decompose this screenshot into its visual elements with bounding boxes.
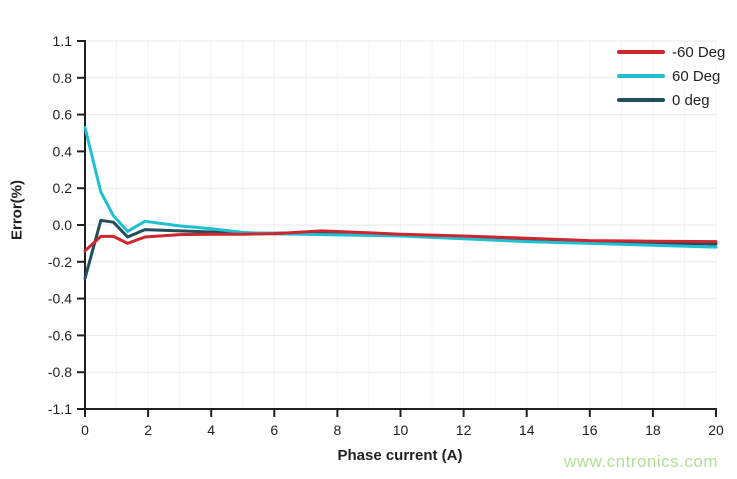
x-axis-title: Phase current (A) bbox=[337, 447, 463, 464]
legend-swatch-0-deg bbox=[617, 98, 665, 102]
y-tick-label: -0.8 bbox=[48, 364, 72, 380]
x-tick-label: 20 bbox=[708, 422, 724, 438]
y-tick-label: -0.2 bbox=[48, 254, 72, 270]
x-tick-label: 6 bbox=[270, 422, 278, 438]
y-tick-label: 0.2 bbox=[53, 180, 73, 196]
watermark: www.cntronics.com bbox=[564, 452, 718, 471]
y-axis-title: Error(%) bbox=[8, 179, 26, 241]
x-tick-label: 16 bbox=[582, 422, 598, 438]
legend-swatch-60-deg bbox=[617, 74, 665, 78]
x-tick-label: 10 bbox=[393, 422, 409, 438]
legend-label-0-deg: 0 deg bbox=[672, 91, 710, 109]
legend-item-60-deg: 60 Deg bbox=[617, 64, 725, 88]
y-tick-label: -0.6 bbox=[48, 327, 72, 343]
legend-label-60-deg: 60 Deg bbox=[672, 67, 721, 85]
legend: -60 Deg 60 Deg 0 deg bbox=[617, 40, 725, 112]
legend-label-minus-60-deg: -60 Deg bbox=[672, 43, 726, 61]
x-tick-label: 2 bbox=[144, 422, 152, 438]
x-tick-label: 18 bbox=[645, 422, 661, 438]
legend-item-minus-60-deg: -60 Deg bbox=[617, 40, 725, 64]
series-line--60-deg bbox=[83, 229, 718, 253]
y-tick-label: 0.8 bbox=[53, 70, 73, 86]
x-tick-label: 8 bbox=[334, 422, 342, 438]
y-tick-label: -1.1 bbox=[48, 401, 72, 417]
legend-swatch-minus-60-deg bbox=[617, 50, 665, 54]
x-tick-label: 12 bbox=[456, 422, 472, 438]
y-tick-label: -0.4 bbox=[48, 291, 72, 307]
x-tick-label: 4 bbox=[207, 422, 215, 438]
y-tick-label: 0.0 bbox=[53, 217, 73, 233]
y-tick-label: 1.1 bbox=[53, 33, 73, 49]
x-tick-label: 14 bbox=[519, 422, 535, 438]
y-tick-label: 0.6 bbox=[53, 107, 73, 123]
legend-item-0-deg: 0 deg bbox=[617, 88, 725, 112]
x-tick-label: 0 bbox=[81, 422, 89, 438]
y-tick-label: 0.4 bbox=[53, 143, 73, 159]
